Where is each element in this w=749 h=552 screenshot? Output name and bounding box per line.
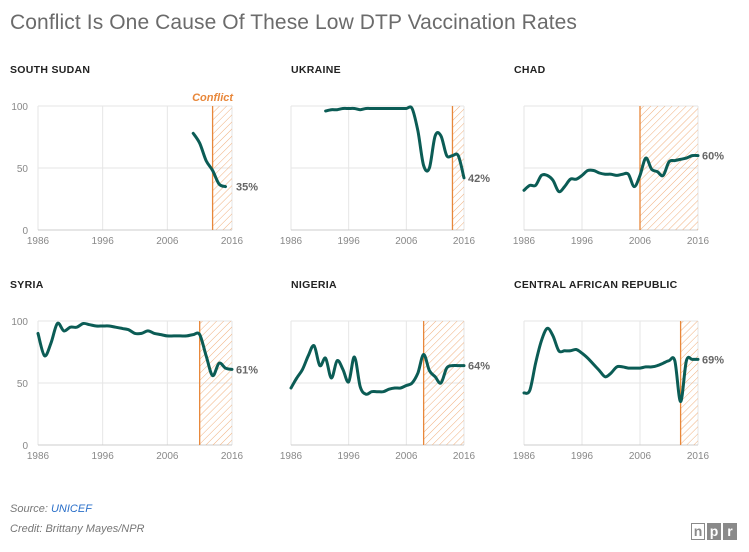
chadx-tick-label: 2006 (629, 236, 652, 247)
nigeriaseries-line (289, 344, 466, 396)
central-african-republicend-value-label: 69% (702, 354, 724, 366)
logo-letter-p: p (707, 523, 721, 540)
ukrainex-tick-label: 2016 (453, 236, 476, 247)
chadend-value-label: 60% (702, 151, 724, 163)
npr-logo: n p r (691, 523, 737, 540)
source-note: Source: UNICEF (10, 503, 92, 515)
nigeriax-tick-label: 1986 (280, 451, 303, 462)
source-label: Source: (10, 503, 51, 515)
chadx-tick-label: 1996 (571, 236, 594, 247)
ukrainex-tick-label: 1986 (280, 236, 303, 247)
ukrainex-tick-label: 2006 (395, 236, 418, 247)
syriay-tick-label: 0 (22, 441, 28, 452)
south-sudanx-tick-label: 2016 (221, 236, 244, 247)
south-sudany-tick-label: 100 (11, 102, 28, 113)
central-african-republicconflict-region (680, 321, 698, 445)
south-sudanx-tick-label: 1986 (27, 236, 50, 247)
central-african-republicx-tick-label: 2016 (687, 451, 710, 462)
central-african-republicx-tick-label: 1996 (571, 451, 594, 462)
nigeriaconflict-region (423, 321, 464, 445)
south-sudany-tick-label: 50 (17, 164, 29, 175)
syriax-tick-label: 2016 (221, 451, 244, 462)
south-sudanconflict-region (212, 106, 232, 230)
logo-letter-n: n (691, 523, 705, 540)
south-sudanpanel-title: SOUTH SUDAN (10, 64, 90, 76)
nigeriapanel-title: NIGERIA (291, 279, 337, 291)
south-sudany-tick-label: 0 (22, 226, 28, 237)
chadpanel-title: CHAD (514, 64, 546, 76)
nigeriaend-value-label: 64% (468, 361, 490, 373)
ukraineseries-line (324, 105, 466, 180)
south-sudanx-tick-label: 2006 (156, 236, 179, 247)
chadx-tick-label: 2016 (687, 236, 710, 247)
nigeriax-tick-label: 1996 (338, 451, 361, 462)
nigeriax-tick-label: 2016 (453, 451, 476, 462)
syriaseries-line (36, 321, 234, 378)
south-sudanseries-line (191, 131, 227, 189)
nigeriax-tick-label: 2006 (395, 451, 418, 462)
south-sudanx-tick-label: 1996 (92, 236, 115, 247)
logo-letter-r: r (723, 523, 737, 540)
credit-note: Credit: Brittany Mayes/NPR (10, 523, 145, 535)
chadseries-line (522, 153, 700, 194)
syriapanel-title: SYRIA (10, 279, 44, 291)
ukrainex-tick-label: 1996 (338, 236, 361, 247)
ukraineend-value-label: 42% (468, 173, 490, 185)
ukraineconflict-region (452, 106, 464, 230)
chadx-tick-label: 1986 (513, 236, 536, 247)
source-link[interactable]: UNICEF (50, 503, 92, 515)
syriax-tick-label: 1986 (27, 451, 50, 462)
central-african-republicx-tick-label: 1986 (513, 451, 536, 462)
central-african-republicx-tick-label: 2006 (629, 451, 652, 462)
page-title: Conflict Is One Cause Of These Low DTP V… (10, 11, 578, 34)
chadconflict-region (640, 106, 698, 230)
central-african-republicpanel-title: CENTRAL AFRICAN REPUBLIC (514, 279, 678, 291)
syriay-tick-label: 100 (11, 317, 28, 328)
south-sudanconflict-label: Conflict (192, 92, 234, 104)
central-african-republicseries-line (522, 326, 700, 404)
syriax-tick-label: 1996 (92, 451, 115, 462)
syriay-tick-label: 50 (17, 379, 29, 390)
syriaconflict-region (199, 321, 232, 445)
ukrainepanel-title: UKRAINE (291, 64, 341, 76)
south-sudanend-value-label: 35% (236, 182, 258, 194)
syriax-tick-label: 2006 (156, 451, 179, 462)
syriaend-value-label: 61% (236, 364, 258, 376)
